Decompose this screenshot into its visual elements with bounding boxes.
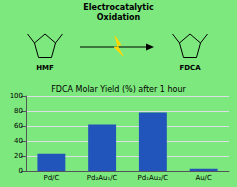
svg-text:Oxidation: Oxidation bbox=[97, 13, 141, 22]
svg-text:Pd₂Au₁/C: Pd₂Au₁/C bbox=[87, 174, 118, 182]
svg-text:0: 0 bbox=[19, 167, 23, 175]
svg-text:Au/C: Au/C bbox=[195, 174, 212, 182]
svg-text:60: 60 bbox=[14, 122, 23, 130]
svg-text:HMF: HMF bbox=[36, 64, 54, 72]
svg-text:Pd/C: Pd/C bbox=[43, 174, 59, 182]
svg-text:Electrocatalytic: Electrocatalytic bbox=[83, 3, 154, 12]
svg-text:20: 20 bbox=[14, 152, 23, 160]
svg-text:FDCA: FDCA bbox=[179, 64, 201, 72]
svg-text:FDCA Molar Yield (%) after 1 h: FDCA Molar Yield (%) after 1 hour bbox=[51, 85, 186, 94]
svg-text:Pd₁Au₂/C: Pd₁Au₂/C bbox=[138, 174, 169, 182]
svg-text:100: 100 bbox=[10, 92, 23, 100]
svg-text:40: 40 bbox=[14, 137, 23, 145]
svg-text:80: 80 bbox=[14, 107, 23, 115]
